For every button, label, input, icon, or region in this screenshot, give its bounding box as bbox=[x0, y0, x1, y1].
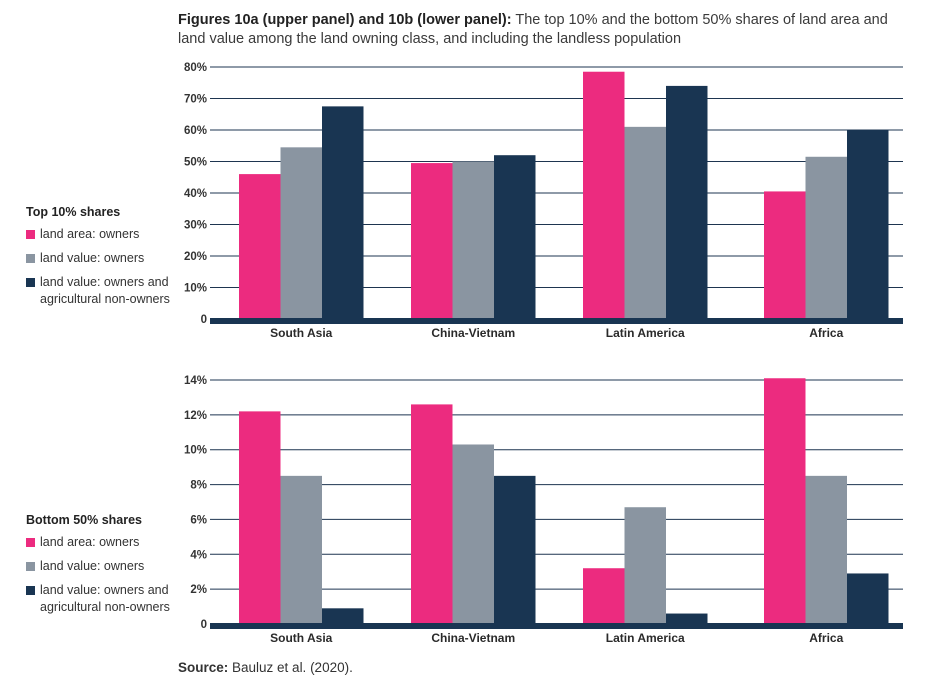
y-tick-label: 60% bbox=[184, 125, 207, 137]
legend-item-land-area-owners: land area: owners bbox=[26, 534, 186, 551]
bar bbox=[805, 156, 847, 319]
y-tick-label: 14% bbox=[184, 375, 207, 387]
legend-swatch bbox=[26, 254, 35, 263]
bar bbox=[452, 444, 494, 624]
y-tick-label: 10% bbox=[184, 283, 207, 295]
bar bbox=[583, 568, 625, 624]
y-tick-label: 40% bbox=[184, 188, 207, 200]
legend-swatch bbox=[26, 562, 35, 571]
legend-swatch bbox=[26, 538, 35, 547]
legend-label: land value: owners bbox=[40, 251, 145, 265]
bar bbox=[764, 191, 806, 319]
figure-title-bold: Figures 10a (upper panel) and 10b (lower… bbox=[178, 12, 512, 28]
legend-title: Bottom 50% shares bbox=[26, 513, 143, 527]
figure-title: Figures 10a (upper panel) and 10b (lower… bbox=[178, 11, 908, 49]
chart-top10-shares: 0 10% 20% 30% 40% 50% 60% 70% 80% South Asia China… bbox=[184, 62, 903, 340]
legend-item-land-area-owners: land area: owners bbox=[26, 226, 186, 243]
y-tick-label: 6% bbox=[190, 514, 207, 526]
bar bbox=[239, 411, 281, 624]
y-tick-label: 20% bbox=[184, 251, 207, 263]
x-axis-baseline bbox=[210, 318, 903, 324]
legend-item-land-value-incl: land value: owners and agricultural non-… bbox=[26, 582, 186, 616]
legend-item-land-value-owners: land value: owners bbox=[26, 558, 186, 575]
y-tick-label: 8% bbox=[190, 480, 207, 492]
bar bbox=[847, 130, 889, 319]
y-tick-label: 0 bbox=[201, 619, 207, 631]
legend-swatch bbox=[26, 586, 35, 595]
y-tick-label: 30% bbox=[184, 220, 207, 232]
x-category-label: Africa bbox=[809, 326, 843, 340]
y-tick-label: 50% bbox=[184, 157, 207, 169]
y-tick-label: 80% bbox=[184, 62, 207, 74]
legend-item-land-value-incl: land value: owners and agricultural non-… bbox=[26, 274, 186, 308]
bar bbox=[280, 475, 322, 624]
bar bbox=[847, 573, 889, 624]
x-category-label: South Asia bbox=[270, 326, 333, 340]
bar bbox=[805, 475, 847, 624]
x-category-label: China-Vietnam bbox=[431, 631, 515, 645]
bar bbox=[239, 174, 281, 319]
legend-swatch bbox=[26, 230, 35, 239]
figure-title-text: The top 10% and the bottom 50% shares of… bbox=[178, 12, 888, 47]
y-tick-label: 2% bbox=[190, 584, 207, 596]
legend-title: Top 10% shares bbox=[26, 205, 121, 219]
x-category-label: China-Vietnam bbox=[431, 326, 515, 340]
bar bbox=[411, 404, 453, 624]
legend-label: land area: owners bbox=[40, 535, 140, 549]
y-tick-label: 12% bbox=[184, 410, 207, 422]
bar bbox=[452, 161, 494, 319]
legend-top10: Top 10% shares land area: owners land va… bbox=[26, 205, 186, 315]
x-category-label: Latin America bbox=[606, 631, 685, 645]
legend-label: land value: owners and agricultural non-… bbox=[40, 275, 170, 306]
bar bbox=[583, 71, 625, 319]
source-text: Bauluz et al. (2020). bbox=[228, 660, 353, 675]
bar bbox=[280, 147, 322, 319]
source-label: Source: bbox=[178, 660, 229, 675]
legend-label: land value: owners and agricultural non-… bbox=[40, 583, 170, 614]
legend-swatch bbox=[26, 278, 35, 287]
legend-label: land value: owners bbox=[40, 559, 145, 573]
y-tick-label: 10% bbox=[184, 445, 207, 457]
bar bbox=[322, 608, 364, 624]
x-category-label: Africa bbox=[809, 631, 843, 645]
x-axis-baseline bbox=[210, 623, 903, 629]
source-note: Source: Bauluz et al. (2020). bbox=[178, 660, 353, 675]
legend-item-land-value-owners: land value: owners bbox=[26, 250, 186, 267]
y-tick-label: 0 bbox=[201, 314, 207, 326]
y-tick-label: 70% bbox=[184, 94, 207, 106]
bar bbox=[322, 106, 364, 319]
bar bbox=[666, 85, 708, 320]
x-category-label: South Asia bbox=[270, 631, 333, 645]
bar bbox=[666, 613, 708, 624]
legend-label: land area: owners bbox=[40, 227, 140, 241]
y-tick-label: 4% bbox=[190, 549, 207, 561]
legend-bottom50: Bottom 50% shares land area: owners land… bbox=[26, 513, 186, 623]
x-category-label: Latin America bbox=[606, 326, 685, 340]
bar bbox=[494, 475, 536, 624]
bar bbox=[411, 163, 453, 319]
bar bbox=[494, 155, 536, 319]
bar bbox=[624, 126, 666, 319]
chart-bottom50-shares: 0 2% 4% 6% 8% 10% 12% 14% South Asia China-Vietna… bbox=[184, 375, 903, 645]
bar bbox=[624, 507, 666, 624]
bar bbox=[764, 378, 806, 624]
